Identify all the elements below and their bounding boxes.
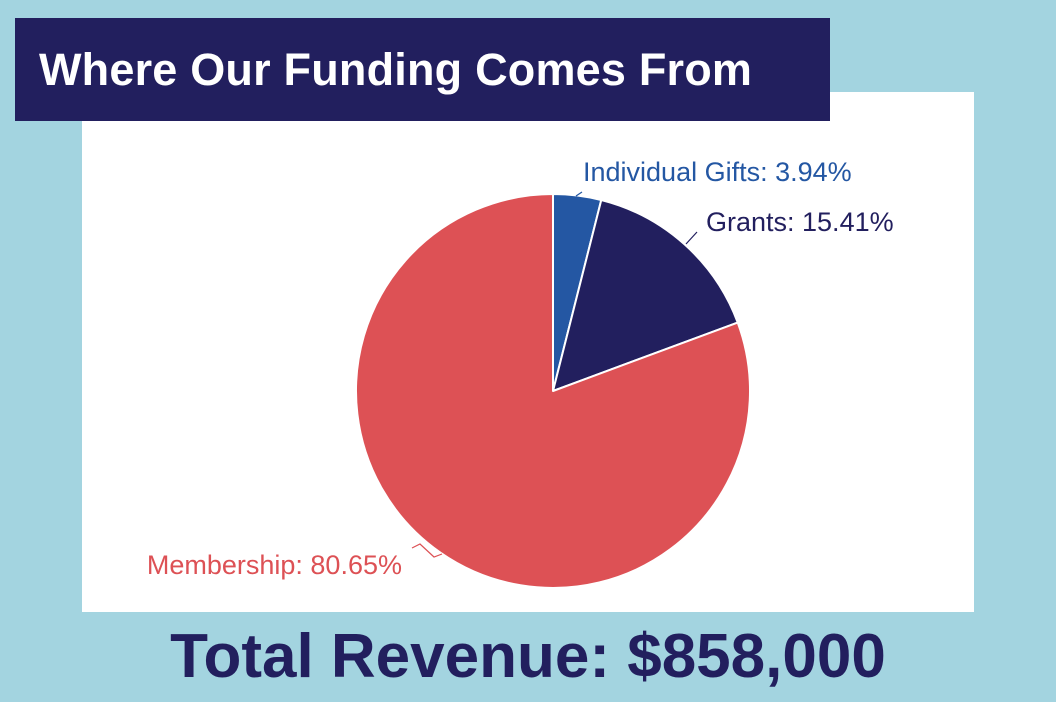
total-revenue: Total Revenue: $858,000 [170,622,886,691]
chart-title: Where Our Funding Comes From [39,43,753,95]
leader-line-membership [411,543,443,558]
slice-label-individual-gifts: Individual Gifts: 3.94% [583,157,852,187]
leader-line-grants [685,231,698,245]
leader-line-individual-gifts [575,191,583,197]
slice-label-grants: Grants: 15.41% [706,207,894,237]
pie-slice-membership [355,193,752,589]
pie-slice-grants [552,199,739,392]
title-banner: Where Our Funding Comes From [15,18,830,121]
slice-label-membership: Membership: 80.65% [147,550,402,580]
